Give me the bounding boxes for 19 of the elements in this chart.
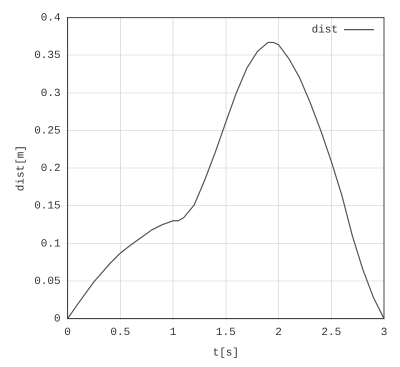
y-tick-label: 0.25: [34, 125, 61, 138]
x-tick-label: 1: [170, 327, 177, 340]
legend-label: dist: [312, 24, 338, 37]
x-axis-title: t[s]: [212, 347, 240, 360]
y-tick-label: 0.15: [34, 200, 61, 213]
x-tick-label: 2: [275, 327, 282, 340]
x-tick-label: 1.5: [216, 327, 236, 340]
y-tick-label: 0.2: [40, 163, 61, 176]
y-tick-label: 0.35: [34, 50, 61, 62]
x-tick-label: 2.5: [321, 327, 342, 340]
y-tick-label: 0.05: [34, 276, 61, 288]
x-tick-label: 3: [380, 327, 388, 340]
x-tick-label: 0: [64, 327, 71, 340]
y-axis-title: dist[m]: [16, 144, 28, 192]
y-tick-label: 0.4: [40, 12, 61, 25]
x-tick-label: 0.5: [110, 327, 130, 340]
y-tick-label: 0: [54, 314, 61, 326]
y-tick-label: 0.1: [40, 238, 61, 250]
y-tick-label: 0.3: [40, 88, 61, 100]
